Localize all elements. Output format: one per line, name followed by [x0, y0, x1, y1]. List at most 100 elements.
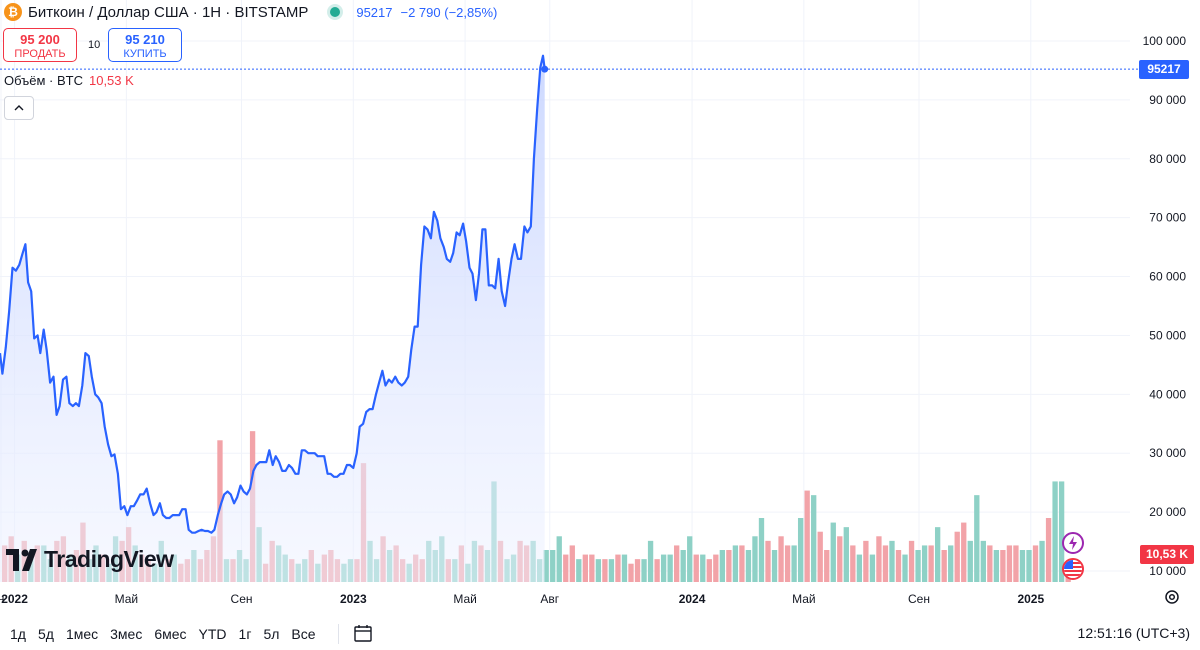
volume-tag: 10,53 K	[1140, 545, 1194, 564]
go-to-date-button[interactable]	[352, 622, 374, 644]
tradingview-logo: TradingView	[6, 546, 174, 573]
clock-timezone[interactable]: 12:51:16 (UTC+3)	[1077, 625, 1190, 641]
volume-bar	[811, 495, 817, 582]
period-1y[interactable]: 1г	[238, 626, 252, 642]
y-tick-label: 30 000	[1149, 446, 1186, 460]
y-axis: 100 000 90 000 80 000 70 000 60 000 50 000 40 …	[1143, 34, 1187, 578]
volume-bar	[550, 550, 556, 582]
last-price-tag: 95217	[1139, 60, 1189, 79]
volume-bar	[1006, 545, 1013, 582]
price-area	[0, 55, 545, 582]
volume-bar	[608, 559, 615, 582]
period-1d[interactable]: 1д	[10, 626, 26, 642]
us-flag-event-icon[interactable]	[1062, 558, 1084, 580]
volume-bar	[941, 550, 947, 582]
market-status-icon[interactable]	[330, 7, 341, 17]
volume-bar	[569, 545, 575, 582]
volume-bar	[921, 545, 928, 582]
buy-button[interactable]: 95 210 КУПИТЬ	[108, 28, 182, 62]
volume-bar	[1026, 550, 1032, 582]
volume-bar	[765, 540, 771, 582]
volume-indicator-legend[interactable]: Объём · BTC 10,53 K	[4, 73, 134, 88]
volume-bar	[784, 545, 791, 582]
volume-bar	[687, 536, 693, 582]
volume-bar	[817, 531, 823, 582]
volume-bar	[902, 554, 908, 582]
volume-bar	[674, 545, 680, 582]
lightning-event-icon[interactable]	[1062, 532, 1084, 554]
volume-bar	[615, 554, 621, 582]
volume-bar	[739, 545, 745, 582]
sell-price: 95 200	[20, 32, 60, 47]
volume-bar	[556, 536, 562, 582]
volume-bar	[961, 522, 967, 582]
volume-bar	[680, 550, 686, 582]
price-chart[interactable]: 100 000 90 000 80 000 70 000 60 000 50 000 40 …	[0, 0, 1200, 618]
volume-bar	[1058, 481, 1065, 582]
sell-button[interactable]: 95 200 ПРОДАТЬ	[3, 28, 77, 62]
volume-bar	[654, 559, 660, 582]
volume-bar	[974, 495, 980, 582]
x-tick-label: н	[0, 592, 4, 606]
x-tick-label: Сен	[908, 592, 930, 606]
toolbar-divider	[338, 624, 339, 644]
period-6m[interactable]: 6мес	[154, 626, 187, 642]
volume-bar	[908, 540, 915, 582]
y-tick-label: 90 000	[1149, 93, 1186, 107]
y-tick-label: 70 000	[1149, 211, 1186, 225]
y-tick-label: 40 000	[1149, 387, 1186, 401]
x-tick-label: 2024	[679, 592, 706, 606]
volume-bar	[928, 545, 934, 582]
volume-bar	[719, 550, 726, 582]
volume-bar	[732, 545, 739, 582]
bitcoin-icon: ₿	[4, 3, 22, 21]
volume-bar	[563, 554, 569, 582]
x-tick-label: 2025	[1017, 592, 1044, 606]
bottom-toolbar: 1д 5д 1мес 3мес 6мес YTD 1г 5л Все 12:51…	[0, 618, 1200, 650]
period-1m[interactable]: 1мес	[65, 626, 99, 642]
volume-bar	[745, 550, 752, 582]
calendar-icon	[354, 625, 372, 642]
sell-label: ПРОДАТЬ	[14, 48, 66, 60]
symbol-header: ₿ Биткоин / Доллар США · 1Н · BITSTAMP 9…	[0, 0, 497, 24]
volume-bar	[700, 554, 706, 582]
volume-bar	[863, 540, 869, 582]
grid-layer	[0, 0, 1130, 582]
volume-bar	[713, 554, 719, 582]
volume-bar	[543, 550, 549, 582]
period-3m[interactable]: 3мес	[110, 626, 143, 642]
volume-bar	[758, 518, 765, 582]
volume-bar	[595, 559, 602, 582]
volume-bar	[830, 522, 836, 582]
volume-bar	[667, 554, 673, 582]
volume-bar	[660, 554, 667, 582]
header-change: −2 790 (−2,85%)	[400, 4, 498, 20]
symbol-title[interactable]: Биткоин / Доллар США · 1Н · BITSTAMP	[28, 3, 309, 21]
volume-bar	[804, 490, 810, 582]
period-5y[interactable]: 5л	[263, 626, 280, 642]
volume-bar	[602, 559, 608, 582]
volume-bar	[647, 540, 654, 582]
period-5d[interactable]: 5д	[37, 626, 54, 642]
volume-bar	[889, 540, 895, 582]
collapse-legend-button[interactable]	[4, 96, 34, 120]
x-tick-label: Сен	[231, 592, 253, 606]
volume-bar	[576, 559, 582, 582]
volume-bar	[791, 545, 797, 582]
period-all[interactable]: Все	[291, 626, 316, 642]
volume-bar	[895, 550, 902, 582]
y-tick-label: 50 000	[1149, 328, 1186, 342]
volume-bar	[706, 559, 712, 582]
volume-indicator-label: Объём · BTC	[4, 73, 83, 88]
volume-bar	[771, 550, 778, 582]
chevron-up-icon	[14, 105, 24, 111]
chart-settings-button[interactable]	[1163, 588, 1181, 606]
volume-bar	[1013, 545, 1019, 582]
volume-indicator-value: 10,53 K	[88, 73, 134, 88]
period-ytd[interactable]: YTD	[198, 626, 227, 642]
volume-bar	[1052, 481, 1058, 582]
price-line	[0, 54, 546, 534]
y-tick-label: 100 000	[1143, 34, 1187, 48]
x-tick-label: Май	[453, 592, 477, 606]
